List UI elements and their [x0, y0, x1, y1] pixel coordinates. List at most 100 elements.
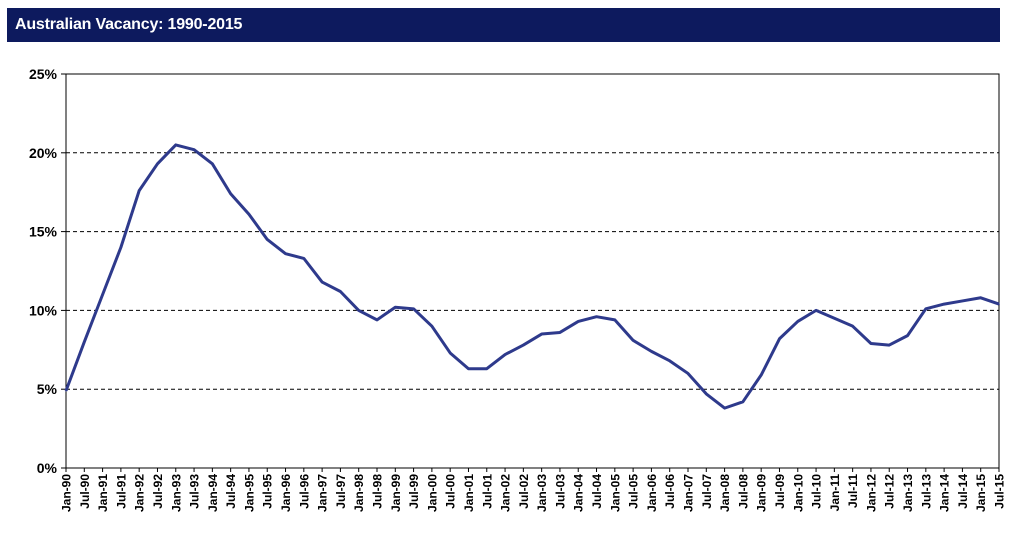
x-tick-label: Jul-00	[444, 474, 458, 509]
data-point	[83, 341, 86, 343]
data-point	[266, 238, 269, 241]
data-point	[796, 320, 799, 323]
x-tick-label: Jan-15	[974, 474, 988, 512]
x-tick-label: Jul-13	[919, 474, 933, 509]
x-tick-label: Jan-97	[316, 474, 330, 512]
x-tick-label: Jan-12	[864, 474, 878, 512]
plot-frame	[65, 73, 1000, 469]
y-axis-ticks: 0% 5% 10% 15% 20% 25%	[29, 66, 58, 476]
data-point	[614, 319, 616, 321]
x-tick-label: Jul-02	[517, 474, 531, 509]
x-tick-label: Jul-07	[700, 474, 714, 509]
x-tick-label: Jul-05	[627, 474, 641, 509]
chart-title-bar: Australian Vacancy: 1990-2015	[7, 8, 1000, 42]
x-tick-label: Jan-14	[938, 474, 952, 512]
x-tick-label: Jul-03	[553, 474, 567, 509]
data-point	[851, 325, 854, 327]
grid-lines	[66, 152, 999, 390]
data-point	[174, 144, 177, 146]
data-point	[979, 296, 982, 299]
x-tick-label: Jul-98	[371, 474, 385, 509]
x-tick-label: Jan-98	[352, 474, 366, 512]
x-tick-label: Jan-01	[462, 474, 476, 512]
data-point	[632, 339, 634, 342]
x-tick-label: Jan-03	[535, 474, 549, 512]
x-tick-label: Jan-90	[60, 474, 74, 512]
data-point	[449, 352, 451, 354]
y-tick-label: 10%	[29, 302, 58, 318]
x-tick-label: Jul-09	[773, 474, 787, 509]
x-tick-label: Jan-05	[608, 474, 622, 512]
data-point	[943, 303, 945, 305]
data-point	[833, 317, 836, 320]
chart-title: Australian Vacancy: 1990-2015	[15, 16, 243, 33]
data-point	[211, 163, 214, 165]
data-point	[376, 319, 378, 321]
data-point	[998, 303, 1000, 305]
data-point	[760, 374, 762, 376]
x-tick-label: Jan-10	[791, 474, 805, 512]
data-point	[101, 293, 104, 296]
x-tick-label: Jul-97	[334, 474, 348, 509]
data-point	[138, 189, 140, 192]
data-point	[193, 148, 195, 151]
x-tick-label: Jul-94	[224, 474, 238, 509]
data-point	[961, 300, 964, 302]
data-point	[284, 252, 287, 255]
data-point	[540, 333, 543, 335]
x-tick-label: Jan-13	[901, 474, 915, 512]
x-tick-label: Jan-04	[572, 474, 586, 512]
data-point	[888, 344, 891, 346]
data-point	[412, 308, 415, 310]
data-point	[870, 342, 872, 345]
x-tick-label: Jul-92	[151, 474, 165, 509]
series-group	[64, 143, 1000, 410]
x-tick-label: Jan-06	[645, 474, 659, 512]
x-tick-label: Jul-15	[993, 474, 1007, 509]
x-tick-label: Jan-02	[499, 474, 513, 512]
data-point	[925, 308, 927, 310]
data-point	[650, 350, 653, 353]
data-point	[321, 281, 323, 283]
x-tick-label: Jan-96	[279, 474, 293, 512]
x-tick-label: Jan-91	[96, 474, 110, 512]
data-point	[705, 393, 708, 395]
y-tick-label: 5%	[37, 381, 58, 397]
data-point	[394, 306, 397, 309]
x-tick-label: Jul-10	[810, 474, 824, 509]
x-tick-label: Jul-90	[78, 474, 92, 509]
x-tick-label: Jan-93	[169, 474, 183, 512]
x-tick-label: Jul-06	[663, 474, 677, 509]
data-point	[815, 309, 817, 312]
x-tick-label: Jul-14	[956, 474, 970, 509]
x-tick-label: Jan-92	[133, 474, 147, 512]
series-line-vacancy	[64, 143, 1000, 410]
axes	[61, 73, 1000, 472]
data-point	[559, 331, 561, 334]
x-tick-label: Jul-96	[297, 474, 311, 509]
x-tick-label: Jan-00	[425, 474, 439, 512]
x-tick-label: Jan-95	[242, 474, 256, 512]
x-tick-label: Jan-11	[828, 474, 842, 512]
data-point	[467, 367, 470, 370]
x-tick-label: Jul-93	[188, 474, 202, 509]
x-tick-label: Jan-99	[389, 474, 403, 512]
x-tick-label: Jan-94	[206, 474, 220, 512]
data-point	[504, 353, 506, 356]
x-tick-label: Jan-08	[718, 474, 732, 512]
data-point	[485, 367, 488, 370]
x-tick-label: Jan-09	[755, 474, 769, 512]
y-tick-label: 20%	[29, 145, 58, 161]
data-point	[431, 325, 433, 327]
data-point	[303, 257, 305, 260]
x-tick-label: Jul-95	[261, 474, 275, 509]
data-point	[248, 213, 250, 216]
data-point	[65, 389, 67, 392]
data-point	[120, 246, 122, 249]
y-tick-label: 15%	[29, 224, 58, 240]
x-tick-label: Jul-08	[736, 474, 750, 509]
data-point	[668, 360, 671, 362]
data-point	[778, 337, 781, 340]
x-axis-ticks: Jan-90 Jul-90 Jan-91 Jul-91 Jan-92 Jul-92 Jan-…	[60, 474, 1007, 512]
